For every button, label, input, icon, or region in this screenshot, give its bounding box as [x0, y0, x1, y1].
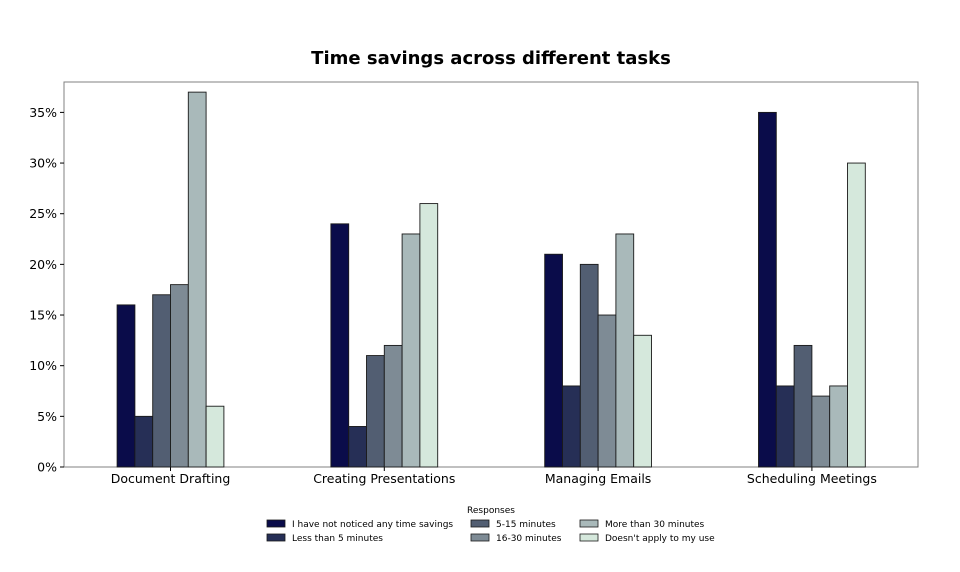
- y-tick-label: 35%: [29, 105, 57, 120]
- bar: [366, 355, 385, 468]
- y-tick-label: 30%: [29, 156, 57, 171]
- legend-label: 16-30 minutes: [496, 534, 562, 544]
- y-tick-label: 25%: [29, 206, 57, 221]
- bar: [170, 284, 189, 468]
- bar: [544, 253, 563, 468]
- legend-label: Doesn't apply to my use: [605, 534, 715, 544]
- bar: [205, 405, 225, 468]
- bar: [116, 304, 136, 468]
- y-tick-label: 10%: [29, 358, 57, 373]
- x-tick-label: Managing Emails: [545, 471, 651, 486]
- legend-label: Less than 5 minutes: [292, 534, 383, 544]
- bar: [579, 263, 599, 468]
- legend-swatch: [579, 533, 599, 542]
- y-tick-label: 20%: [29, 257, 57, 272]
- bar: [134, 415, 154, 468]
- bar: [401, 233, 421, 468]
- legend-label: More than 30 minutes: [605, 520, 705, 530]
- bar: [383, 344, 403, 468]
- bar: [633, 334, 652, 468]
- legend-swatch: [470, 519, 490, 528]
- bar: [348, 426, 367, 468]
- legend-swatch: [266, 519, 286, 528]
- legend-title: Responses: [467, 506, 515, 516]
- y-tick-label: 0%: [37, 460, 57, 475]
- axes: 0% 5% 10% 15% 20% 25% 30% 35% Document Drafting C…: [29, 81, 919, 486]
- bar: [847, 162, 866, 468]
- bar: [562, 385, 581, 468]
- bar: [793, 344, 813, 468]
- x-tick-label: Scheduling Meetings: [747, 471, 877, 486]
- bar: [775, 385, 795, 468]
- plot-frame: [63, 81, 919, 468]
- chart-title: Time savings across different tasks: [311, 48, 671, 69]
- bar: [330, 223, 350, 468]
- y-tick-label: 5%: [37, 409, 57, 424]
- bar: [615, 233, 635, 468]
- legend-swatch: [579, 519, 599, 528]
- bar: [829, 385, 848, 468]
- legend-swatch: [266, 533, 286, 542]
- y-tick-label: 15%: [29, 308, 57, 323]
- legend: Responses I have not noticed any time sav…: [266, 506, 715, 544]
- bar: [152, 294, 171, 468]
- legend-label: I have not noticed any time savings: [292, 520, 453, 530]
- bar: [758, 111, 777, 468]
- bar: [811, 395, 831, 468]
- bar: [187, 91, 207, 468]
- legend-label: 5-15 minutes: [496, 520, 556, 530]
- bars: [116, 91, 866, 468]
- legend-swatch: [470, 533, 490, 542]
- x-tick-label: Creating Presentations: [313, 471, 455, 486]
- bar: [597, 314, 617, 468]
- x-tick-label: Document Drafting: [111, 471, 231, 486]
- bar: [419, 203, 439, 468]
